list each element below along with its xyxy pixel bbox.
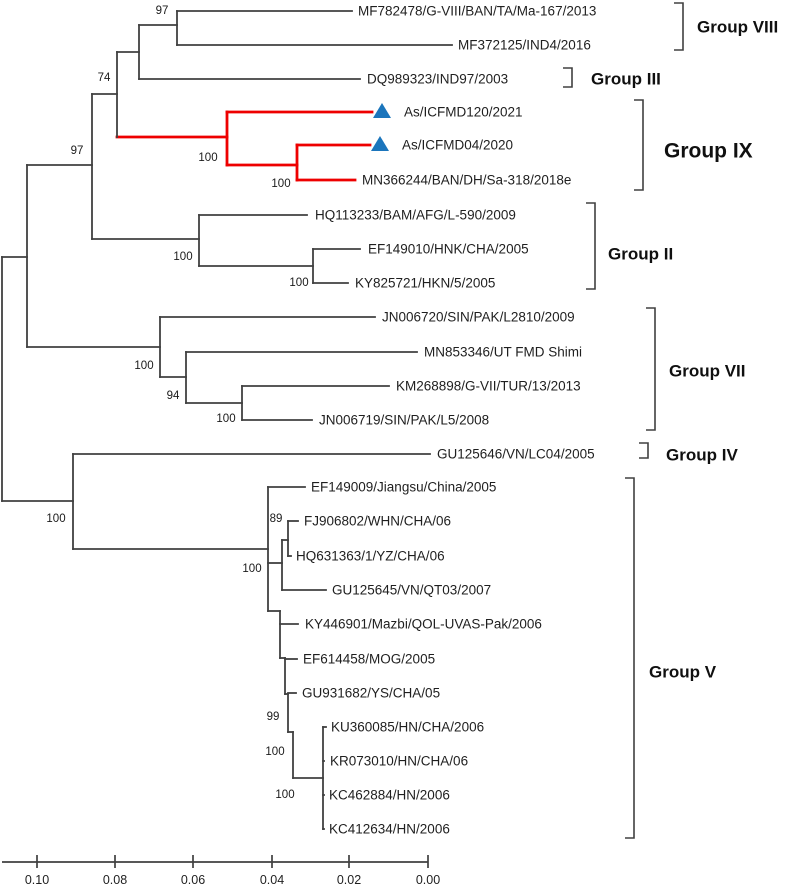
group-bracket [674, 2, 684, 51]
taxon-label: As/ICFMD120/2021 [404, 105, 523, 120]
bootstrap-value-label: 100 [216, 413, 235, 425]
group-name-label: Group VII [669, 362, 746, 381]
taxon-label: As/ICFMD04/2020 [402, 138, 513, 153]
scale-bar-tick-label: 0.04 [260, 873, 284, 886]
scale-bar-tick-label: 0.00 [416, 873, 440, 886]
taxon-label: EF614458/MOG/2005 [303, 652, 435, 667]
group-bracket [625, 477, 635, 839]
group-name-label: Group V [649, 663, 717, 682]
bootstrap-value-label: 100 [289, 277, 308, 289]
taxon-label: EF149009/Jiangsu/China/2005 [311, 480, 496, 495]
taxon-label: JN006720/SIN/PAK/L2810/2009 [382, 310, 575, 325]
scale-bar-tick-label: 0.06 [181, 873, 205, 886]
group-bracket [639, 442, 649, 459]
bootstrap-value-label: 100 [46, 513, 65, 525]
bootstrap-value-label: 100 [173, 251, 192, 263]
bootstrap-value-label: 100 [275, 789, 294, 801]
bootstrap-value-label: 97 [156, 5, 169, 17]
bootstrap-value-label: 99 [267, 711, 280, 723]
taxon-label: MF782478/G-VIII/BAN/TA/Ma-167/2013 [358, 4, 596, 19]
taxon-label: MN366244/BAN/DH/Sa-318/2018e [362, 173, 571, 188]
taxon-label: KC462884/HN/2006 [329, 788, 450, 803]
bootstrap-value-label: 89 [270, 513, 283, 525]
group-bracket [646, 307, 656, 431]
group-name-label: Group VIII [697, 18, 778, 37]
taxon-label: JN006719/SIN/PAK/L5/2008 [319, 413, 489, 428]
taxon-label: KM268898/G-VII/TUR/13/2013 [396, 379, 581, 394]
taxon-label: HQ113233/BAM/AFG/L-590/2009 [315, 208, 516, 223]
bootstrap-value-label: 100 [134, 360, 153, 372]
bootstrap-value-label: 74 [98, 72, 111, 84]
taxon-label: KR073010/HN/CHA/06 [330, 754, 468, 769]
group-bracket [586, 202, 596, 290]
bootstrap-value-label: 100 [265, 746, 284, 758]
taxon-label: EF149010/HNK/CHA/2005 [368, 242, 529, 257]
taxon-label: MF372125/IND4/2016 [458, 38, 591, 53]
taxon-label: GU125645/VN/QT03/2007 [332, 583, 491, 598]
scale-bar-tick-label: 0.08 [103, 873, 127, 886]
taxon-label: FJ906802/WHN/CHA/06 [304, 514, 451, 529]
taxon-label: KU360085/HN/CHA/2006 [331, 720, 484, 735]
bootstrap-value-label: 97 [71, 145, 84, 157]
scale-bar-tick-label: 0.10 [25, 873, 49, 886]
group-name-label: Group IV [666, 446, 738, 465]
bootstrap-value-label: 94 [167, 390, 180, 402]
group-bracket [634, 99, 644, 191]
taxon-label: KY446901/Mazbi/QOL-UVAS-Pak/2006 [305, 617, 542, 632]
taxon-label: HQ631363/1/YZ/CHA/06 [296, 549, 445, 564]
taxon-label: GU931682/YS/CHA/05 [302, 686, 440, 701]
taxon-label: GU125646/VN/LC04/2005 [437, 447, 595, 462]
bootstrap-value-label: 100 [198, 152, 217, 164]
new-isolate-triangle-icon [373, 103, 391, 118]
group-name-label: Group II [608, 245, 673, 264]
taxon-label: DQ989323/IND97/2003 [367, 72, 508, 87]
bootstrap-value-label: 100 [242, 563, 261, 575]
group-name-label: Group III [591, 70, 661, 89]
group-bracket [563, 67, 573, 88]
bootstrap-value-label: 100 [271, 178, 290, 190]
taxon-label: KY825721/HKN/5/2005 [355, 276, 495, 291]
group-name-label: Group IX [664, 140, 753, 163]
new-isolate-triangle-icon [371, 136, 389, 151]
scale-bar-tick-label: 0.02 [337, 873, 361, 886]
taxon-label: MN853346/UT FMD Shimi [424, 345, 582, 360]
taxon-label: KC412634/HN/2006 [329, 822, 450, 837]
